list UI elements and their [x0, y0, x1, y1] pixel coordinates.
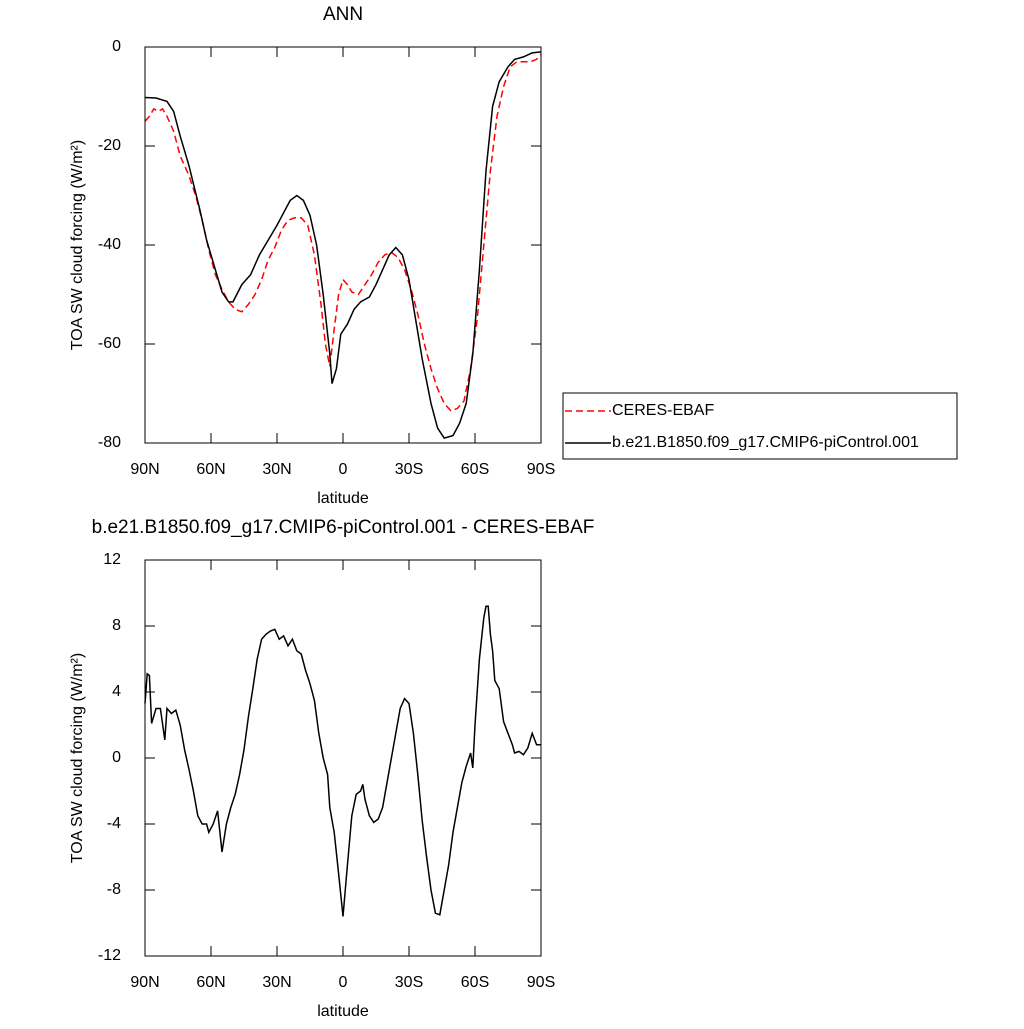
x-tick-label: 30S	[395, 974, 423, 991]
y-tick-label: -40	[98, 236, 121, 253]
y-tick-label: -12	[98, 947, 121, 964]
y-tick-label: 8	[112, 617, 121, 634]
x-tick-label: 60N	[196, 974, 225, 991]
x-tick-label: 30N	[262, 974, 291, 991]
plot-frame	[144, 46, 542, 444]
x-tick-label: 60S	[461, 461, 489, 478]
y-tick-label: 12	[103, 551, 121, 568]
x-tick-label: 90N	[130, 461, 159, 478]
y-tick-label: -60	[98, 335, 121, 352]
y-axis-label: TOA SW cloud forcing (W/m²)	[69, 653, 86, 863]
y-tick-label: -8	[107, 881, 121, 898]
x-tick-label: 90S	[527, 974, 555, 991]
x-tick-label: 60N	[196, 461, 225, 478]
y-tick-label: 0	[112, 749, 121, 766]
x-tick-label: 30N	[262, 461, 291, 478]
legend-box	[562, 392, 958, 460]
y-tick-label: -20	[98, 137, 121, 154]
x-tick-label: 0	[339, 461, 348, 478]
y-axis-label: TOA SW cloud forcing (W/m²)	[69, 140, 86, 350]
x-axis-label: latitude	[317, 490, 369, 507]
legend-label: b.e21.B1850.f09_g17.CMIP6-piControl.001	[612, 434, 919, 451]
x-axis-label: latitude	[317, 1003, 369, 1020]
y-tick-label: 0	[112, 38, 121, 55]
x-tick-label: 30S	[395, 461, 423, 478]
y-tick-label: -80	[98, 434, 121, 451]
y-tick-label: 4	[112, 683, 121, 700]
x-tick-label: 90N	[130, 974, 159, 991]
data-line	[144, 51, 542, 439]
legend-label: CERES-EBAF	[612, 402, 714, 419]
y-tick-label: -4	[107, 815, 121, 832]
chart-title: b.e21.B1850.f09_g17.CMIP6-piControl.001 …	[92, 517, 595, 538]
data-line	[144, 53, 542, 412]
data-line	[144, 605, 541, 917]
plot-frame	[144, 559, 542, 957]
x-tick-label: 60S	[461, 974, 489, 991]
x-tick-label: 90S	[527, 461, 555, 478]
x-tick-label: 0	[339, 974, 348, 991]
chart-title: ANN	[323, 4, 363, 25]
